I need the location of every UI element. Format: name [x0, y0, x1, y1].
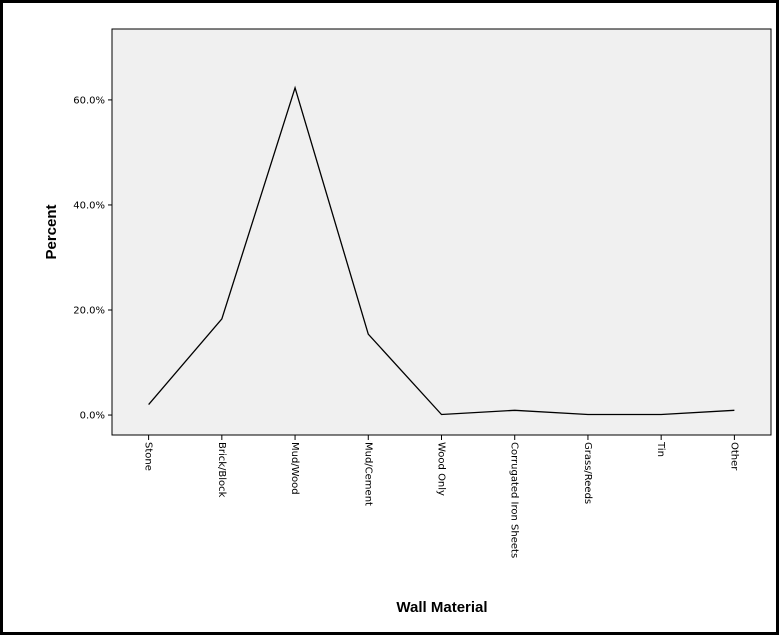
x-axis-title: Wall Material [396, 599, 487, 616]
y-tick-label: 60.0% [73, 95, 105, 106]
x-tick-label: Wood Only [436, 442, 447, 496]
y-tick-label: 40.0% [73, 200, 105, 211]
x-tick-label: Mud/Cement [362, 442, 373, 506]
x-tick-label: Tin [655, 441, 666, 457]
x-tick-label: Brick/Block [216, 442, 227, 498]
x-tick-label: Mud/Wood [289, 442, 300, 495]
x-tick-label: Corrugated Iron Sheets [509, 442, 520, 558]
plot-area [111, 28, 772, 436]
x-tick-label: Grass/Reeds [582, 442, 593, 504]
series-line [148, 85, 735, 416]
y-tick-label: 20.0% [73, 305, 105, 316]
y-tick-label: 0.0% [80, 411, 105, 422]
y-axis: 0.0% 20.0% 40.0% 60.0% [73, 95, 112, 422]
x-axis: Stone Brick/Block Mud/Wood Mud/Cement Wood O… [143, 435, 739, 558]
x-tick-label: Other [728, 442, 739, 471]
x-tick-label: Stone [143, 442, 154, 471]
y-axis-title: Percent [43, 204, 60, 259]
